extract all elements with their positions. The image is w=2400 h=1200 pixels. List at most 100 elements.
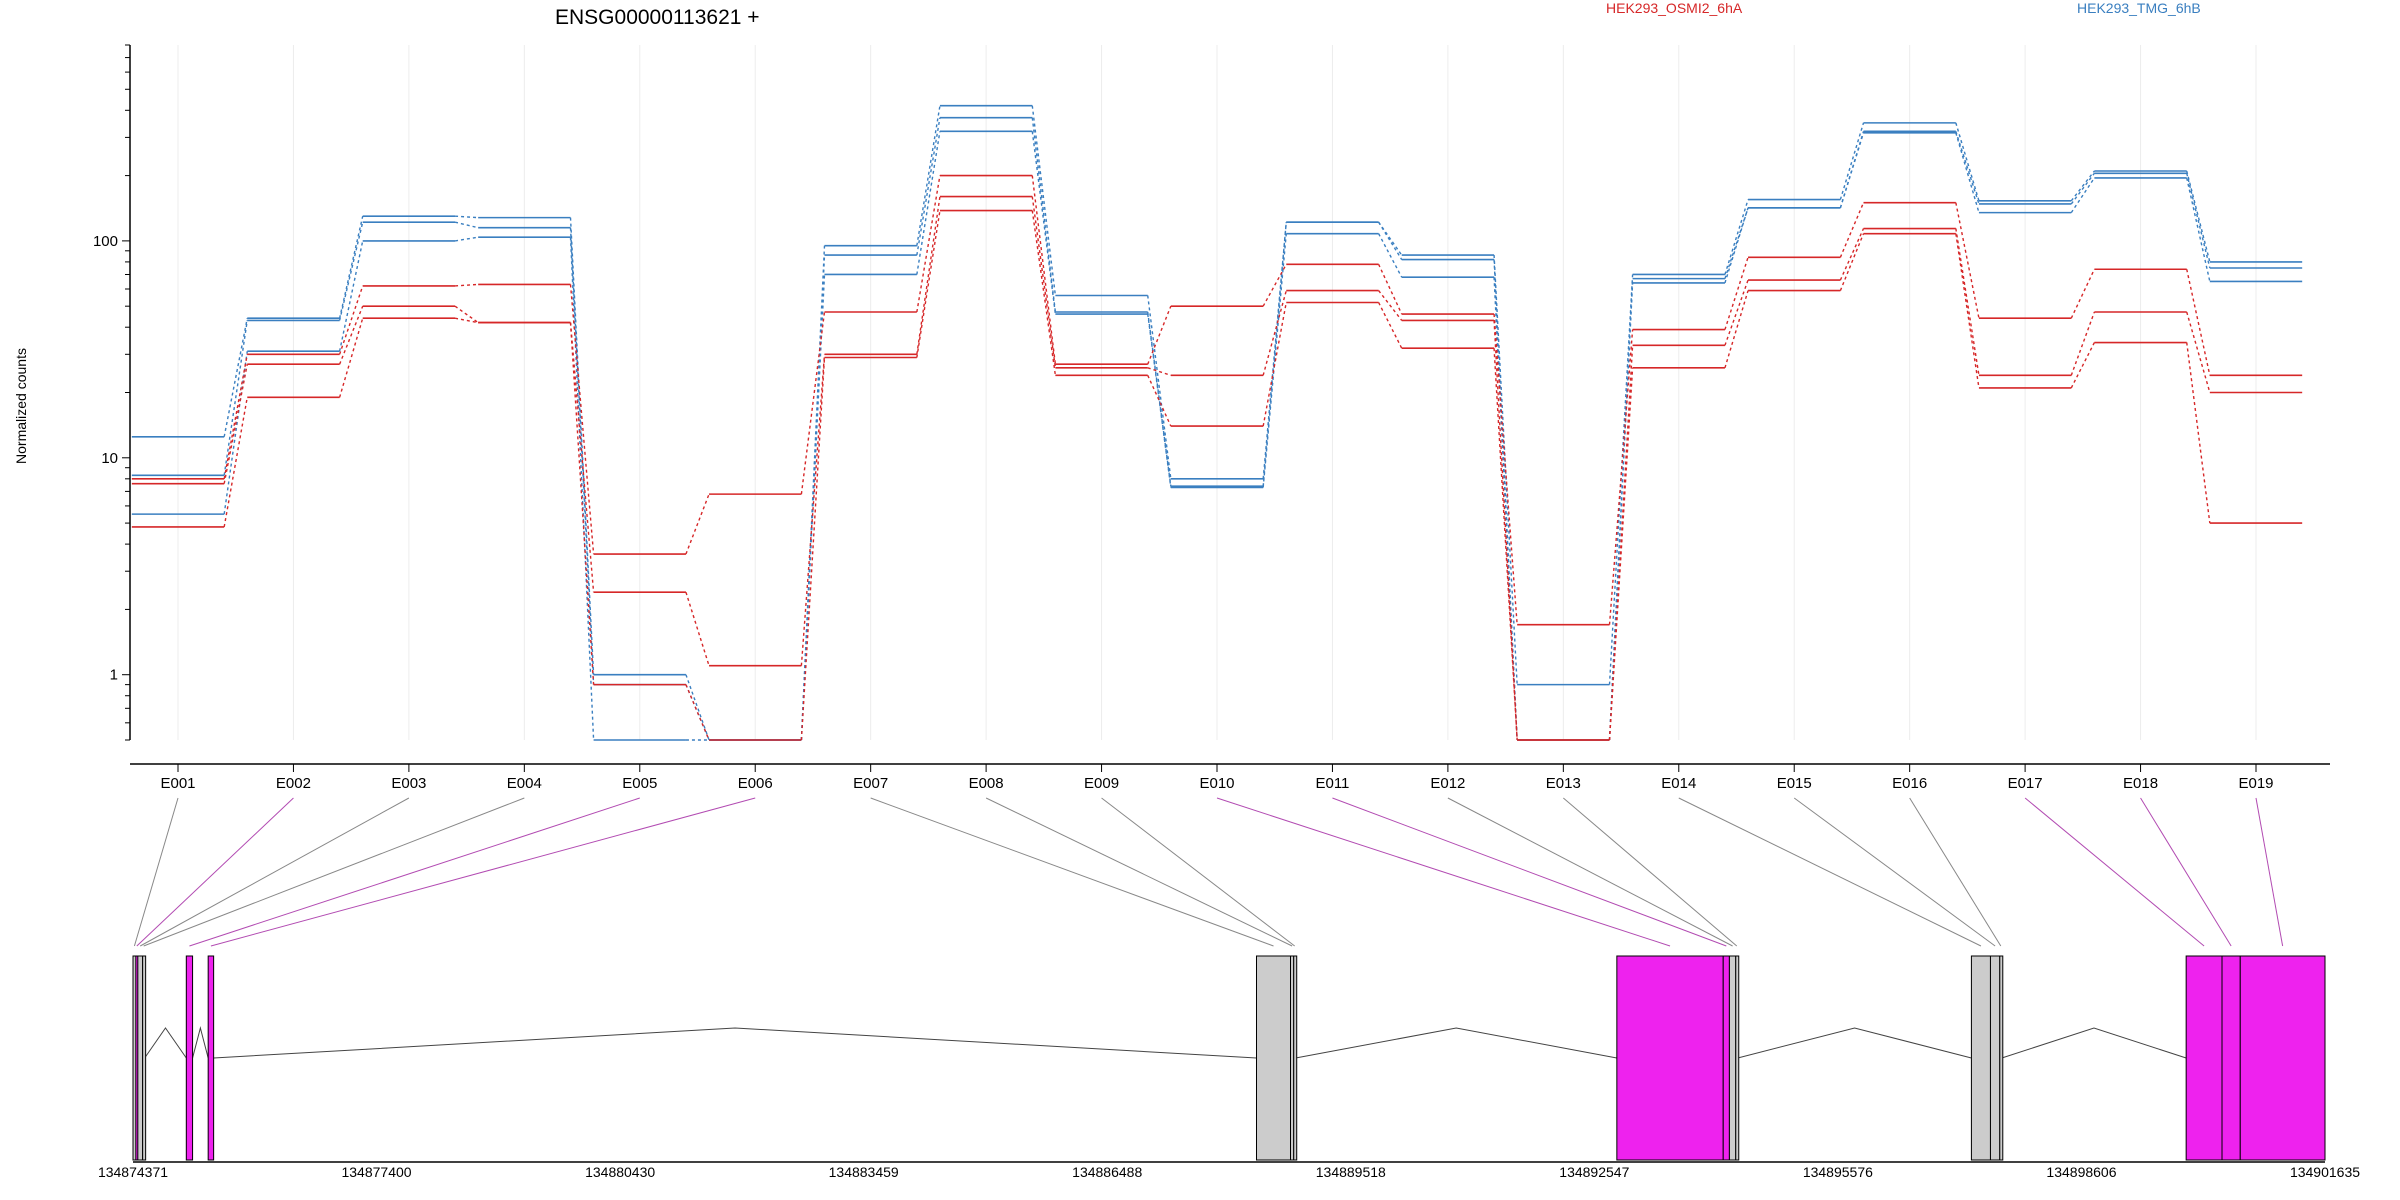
series-lines (131, 104, 2303, 741)
series-transition (1955, 132, 1980, 213)
series-transition (1031, 175, 1057, 365)
exon-part-e013 (1735, 955, 1740, 1161)
series-transition (916, 131, 941, 275)
connector-e002 (136, 797, 294, 947)
connector-e019 (2255, 797, 2284, 947)
series-transition (1955, 122, 1980, 202)
x-tick-label-e012: E012 (1430, 775, 1465, 792)
series-transition (1955, 233, 1980, 389)
exon-part-e009 (1293, 955, 1298, 1161)
series-transition (800, 311, 826, 495)
x-tick-label-e011: E011 (1315, 775, 1349, 792)
x-tick-label-e016: E016 (1892, 775, 1927, 792)
series-transition (1955, 228, 1980, 376)
series-transition (800, 354, 826, 666)
x-tick-label-e010: E010 (1199, 775, 1234, 792)
connector-e003 (139, 797, 410, 947)
series-transition (338, 240, 364, 352)
series-transition (1262, 222, 1287, 479)
connector-e011 (1332, 797, 1727, 947)
series-transition (2186, 269, 2211, 376)
coord-label: 134898606 (2046, 1164, 2116, 1180)
series-transition (1147, 295, 1172, 479)
coord-label: 134889518 (1316, 1164, 1386, 1180)
exon-part-e007 (1255, 955, 1292, 1161)
series-transition (223, 320, 248, 476)
series-transition (569, 322, 595, 685)
x-tick-label-e005: E005 (622, 775, 657, 792)
y-axis: 1 10 100 (93, 44, 131, 741)
series-transition (1608, 345, 1634, 741)
series-transition (454, 305, 479, 324)
connector-e016 (1909, 797, 2002, 947)
series-transition (223, 364, 248, 484)
series-transition (2186, 177, 2211, 282)
series-transition (1031, 131, 1057, 315)
y-tick-label: 10 (101, 450, 118, 467)
y-tick-label: 1 (110, 667, 118, 684)
series-transition (1839, 132, 1865, 209)
series-transition (338, 221, 364, 321)
legend-entry-osmi2: HEK293_OSMI2_6hA (1606, 0, 1743, 16)
series-transition (338, 318, 364, 398)
coord-label: 134892547 (1559, 1164, 1629, 1180)
intron-2 (192, 1026, 209, 1059)
exon-part-e005 (185, 955, 194, 1161)
coord-label: 134874371 (98, 1164, 168, 1180)
x-tick-label-e014: E014 (1661, 775, 1696, 792)
genomic-coordinate-axis: 134874371 134877400 134880430 134883459 1348… (98, 1161, 2360, 1180)
x-tick-label-e004: E004 (507, 775, 542, 792)
intron-3 (213, 1027, 1257, 1059)
connector-e012 (1447, 797, 1733, 947)
series-transition (1493, 313, 1518, 625)
connector-e001 (133, 797, 179, 947)
exon-part-e019 (2239, 955, 2326, 1161)
y-axis-label: Normalized counts (13, 348, 29, 464)
y-tick-label: 100 (93, 233, 118, 250)
series-transition (2186, 342, 2211, 524)
series-transition (916, 105, 941, 246)
series-transition (454, 236, 479, 242)
series-transition (2186, 311, 2211, 393)
series-transition (1147, 313, 1172, 488)
series-transition (338, 305, 364, 365)
series-transition (916, 117, 941, 256)
series-transition (685, 684, 710, 741)
series-transition (1724, 290, 1749, 368)
series-transition (1839, 233, 1865, 291)
series-transition (1608, 367, 1634, 741)
series-6 (131, 209, 2303, 741)
series-transition (569, 237, 595, 741)
connector-e010 (1216, 797, 1671, 947)
coord-label: 134883459 (829, 1164, 899, 1180)
series-transition (1608, 282, 1634, 741)
connector-e008 (985, 797, 1293, 947)
series-transition (1378, 233, 1403, 278)
exon-connector-lines (133, 797, 2284, 947)
exon-part-e015 (1989, 955, 2001, 1161)
series-transition (1493, 320, 1518, 741)
series-transition (223, 318, 248, 437)
series-transition (1031, 105, 1057, 296)
series-4 (131, 174, 2303, 626)
series-transition (685, 493, 710, 555)
exon-part-e017 (2185, 955, 2223, 1161)
gene-model (132, 955, 2326, 1161)
series-transition (569, 284, 595, 555)
legend-entry-tmg: HEK293_TMG_6hB (2077, 0, 2201, 16)
coord-label: 134877400 (341, 1164, 411, 1180)
coord-label: 134895576 (1803, 1164, 1873, 1180)
series-transition (1031, 196, 1057, 368)
coord-label: 134886488 (1072, 1164, 1142, 1180)
series-transition (454, 317, 479, 324)
series-transition (2186, 170, 2211, 263)
series-transition (1147, 367, 1172, 376)
connector-e013 (1563, 797, 1738, 947)
series-transition (916, 196, 941, 355)
series-transition (1377, 302, 1403, 349)
series-transition (1839, 228, 1865, 281)
intron-4 (1295, 1027, 1617, 1059)
series-transition (338, 285, 364, 355)
exon-part-e004 (142, 955, 147, 1161)
